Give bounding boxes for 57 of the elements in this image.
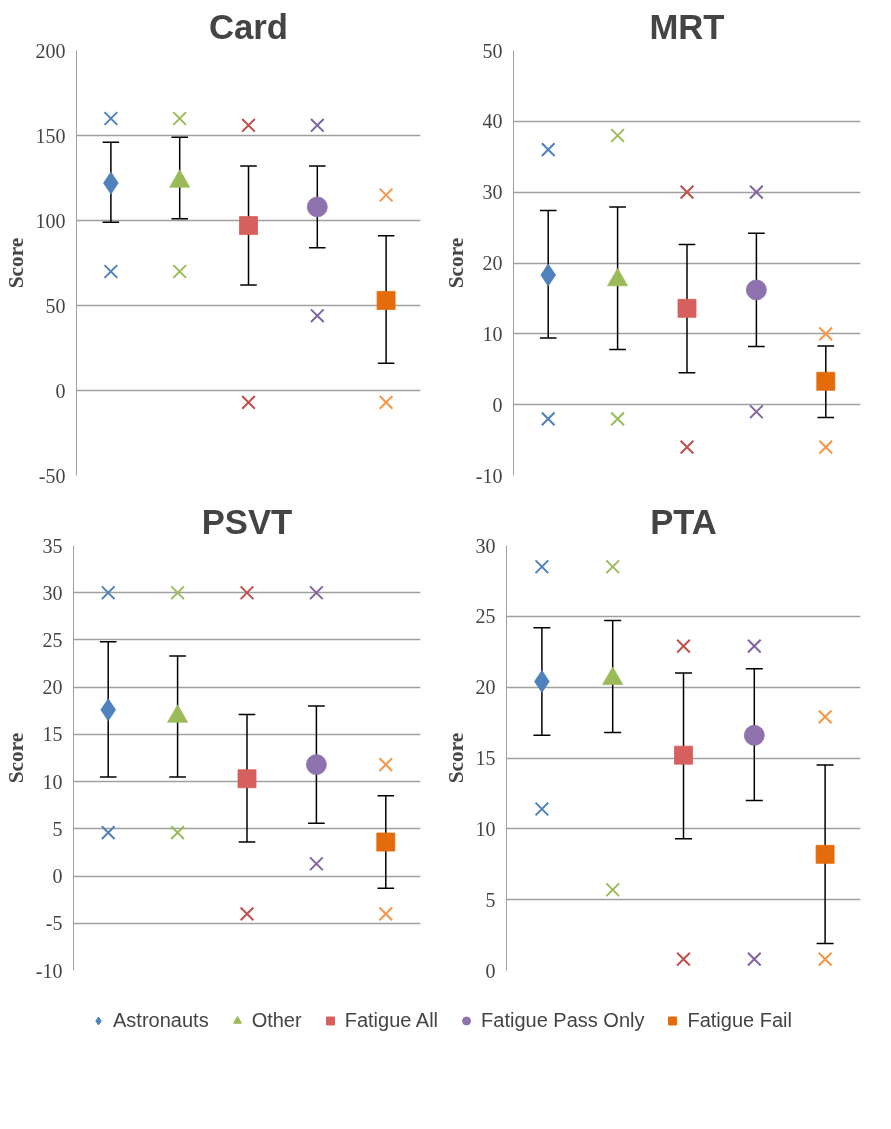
legend-label: Fatigue Fail [687, 1008, 792, 1032]
y-tick-label: 20 [482, 252, 503, 274]
y-tick-label: 40 [482, 110, 503, 133]
y-tick-label: -10 [35, 959, 63, 982]
point [743, 724, 765, 746]
y-tick-label: 150 [35, 124, 66, 147]
point [674, 745, 693, 765]
y-tick-label: 0 [485, 959, 496, 982]
point [237, 769, 257, 789]
y-tick-label: 20 [42, 676, 63, 699]
y-tick-label: 25 [42, 628, 63, 651]
y-tick-label: 20 [475, 676, 496, 699]
y-tick-label: 50 [45, 294, 66, 317]
chart-title: PSVT [201, 502, 293, 541]
y-tick-label: 100 [35, 209, 66, 232]
y-tick-label: 30 [42, 581, 63, 604]
y-tick-label: 5 [485, 888, 496, 911]
point [816, 371, 836, 391]
y-tick-label: 30 [482, 181, 503, 204]
point [305, 754, 327, 776]
point [815, 844, 835, 864]
y-tick-label: 0 [492, 393, 503, 416]
chart-title: MRT [649, 7, 725, 46]
point [376, 290, 396, 310]
point [745, 279, 767, 301]
point [376, 832, 396, 852]
y-axis-title: Score [3, 732, 28, 784]
legend-label: Fatigue All [344, 1008, 439, 1032]
legend-label: Other [251, 1008, 302, 1032]
y-tick-label: 15 [475, 747, 496, 769]
y-tick-label: 35 [42, 534, 63, 557]
chart-title: PTA [650, 502, 717, 541]
point [540, 263, 557, 287]
legend-label: Fatigue Pass Only [481, 1008, 645, 1032]
y-tick-label: -10 [475, 464, 503, 487]
y-axis-title: Score [443, 732, 468, 784]
point [100, 698, 117, 722]
point [306, 196, 328, 218]
y-axis-title: Score [3, 237, 28, 289]
point [239, 216, 258, 236]
chart-title: Card [209, 7, 288, 46]
y-tick-label: 0 [55, 379, 66, 402]
y-tick-label: 10 [475, 817, 496, 840]
y-tick-label: 200 [35, 39, 66, 62]
y-tick-label: 50 [482, 39, 503, 62]
y-tick-label: 25 [475, 605, 496, 628]
y-tick-label: 30 [475, 534, 496, 557]
y-tick-label: 5 [52, 817, 63, 840]
y-axis-title: Score [443, 237, 468, 289]
y-tick-label: 0 [52, 865, 63, 888]
y-tick-label: 10 [42, 770, 63, 793]
y-tick-label: 10 [482, 322, 503, 345]
y-tick-label: -5 [45, 912, 63, 935]
y-tick-label: 15 [42, 723, 63, 746]
y-tick-label: -50 [38, 464, 66, 487]
point [677, 298, 697, 318]
legend-label: Astronauts [113, 1008, 209, 1032]
